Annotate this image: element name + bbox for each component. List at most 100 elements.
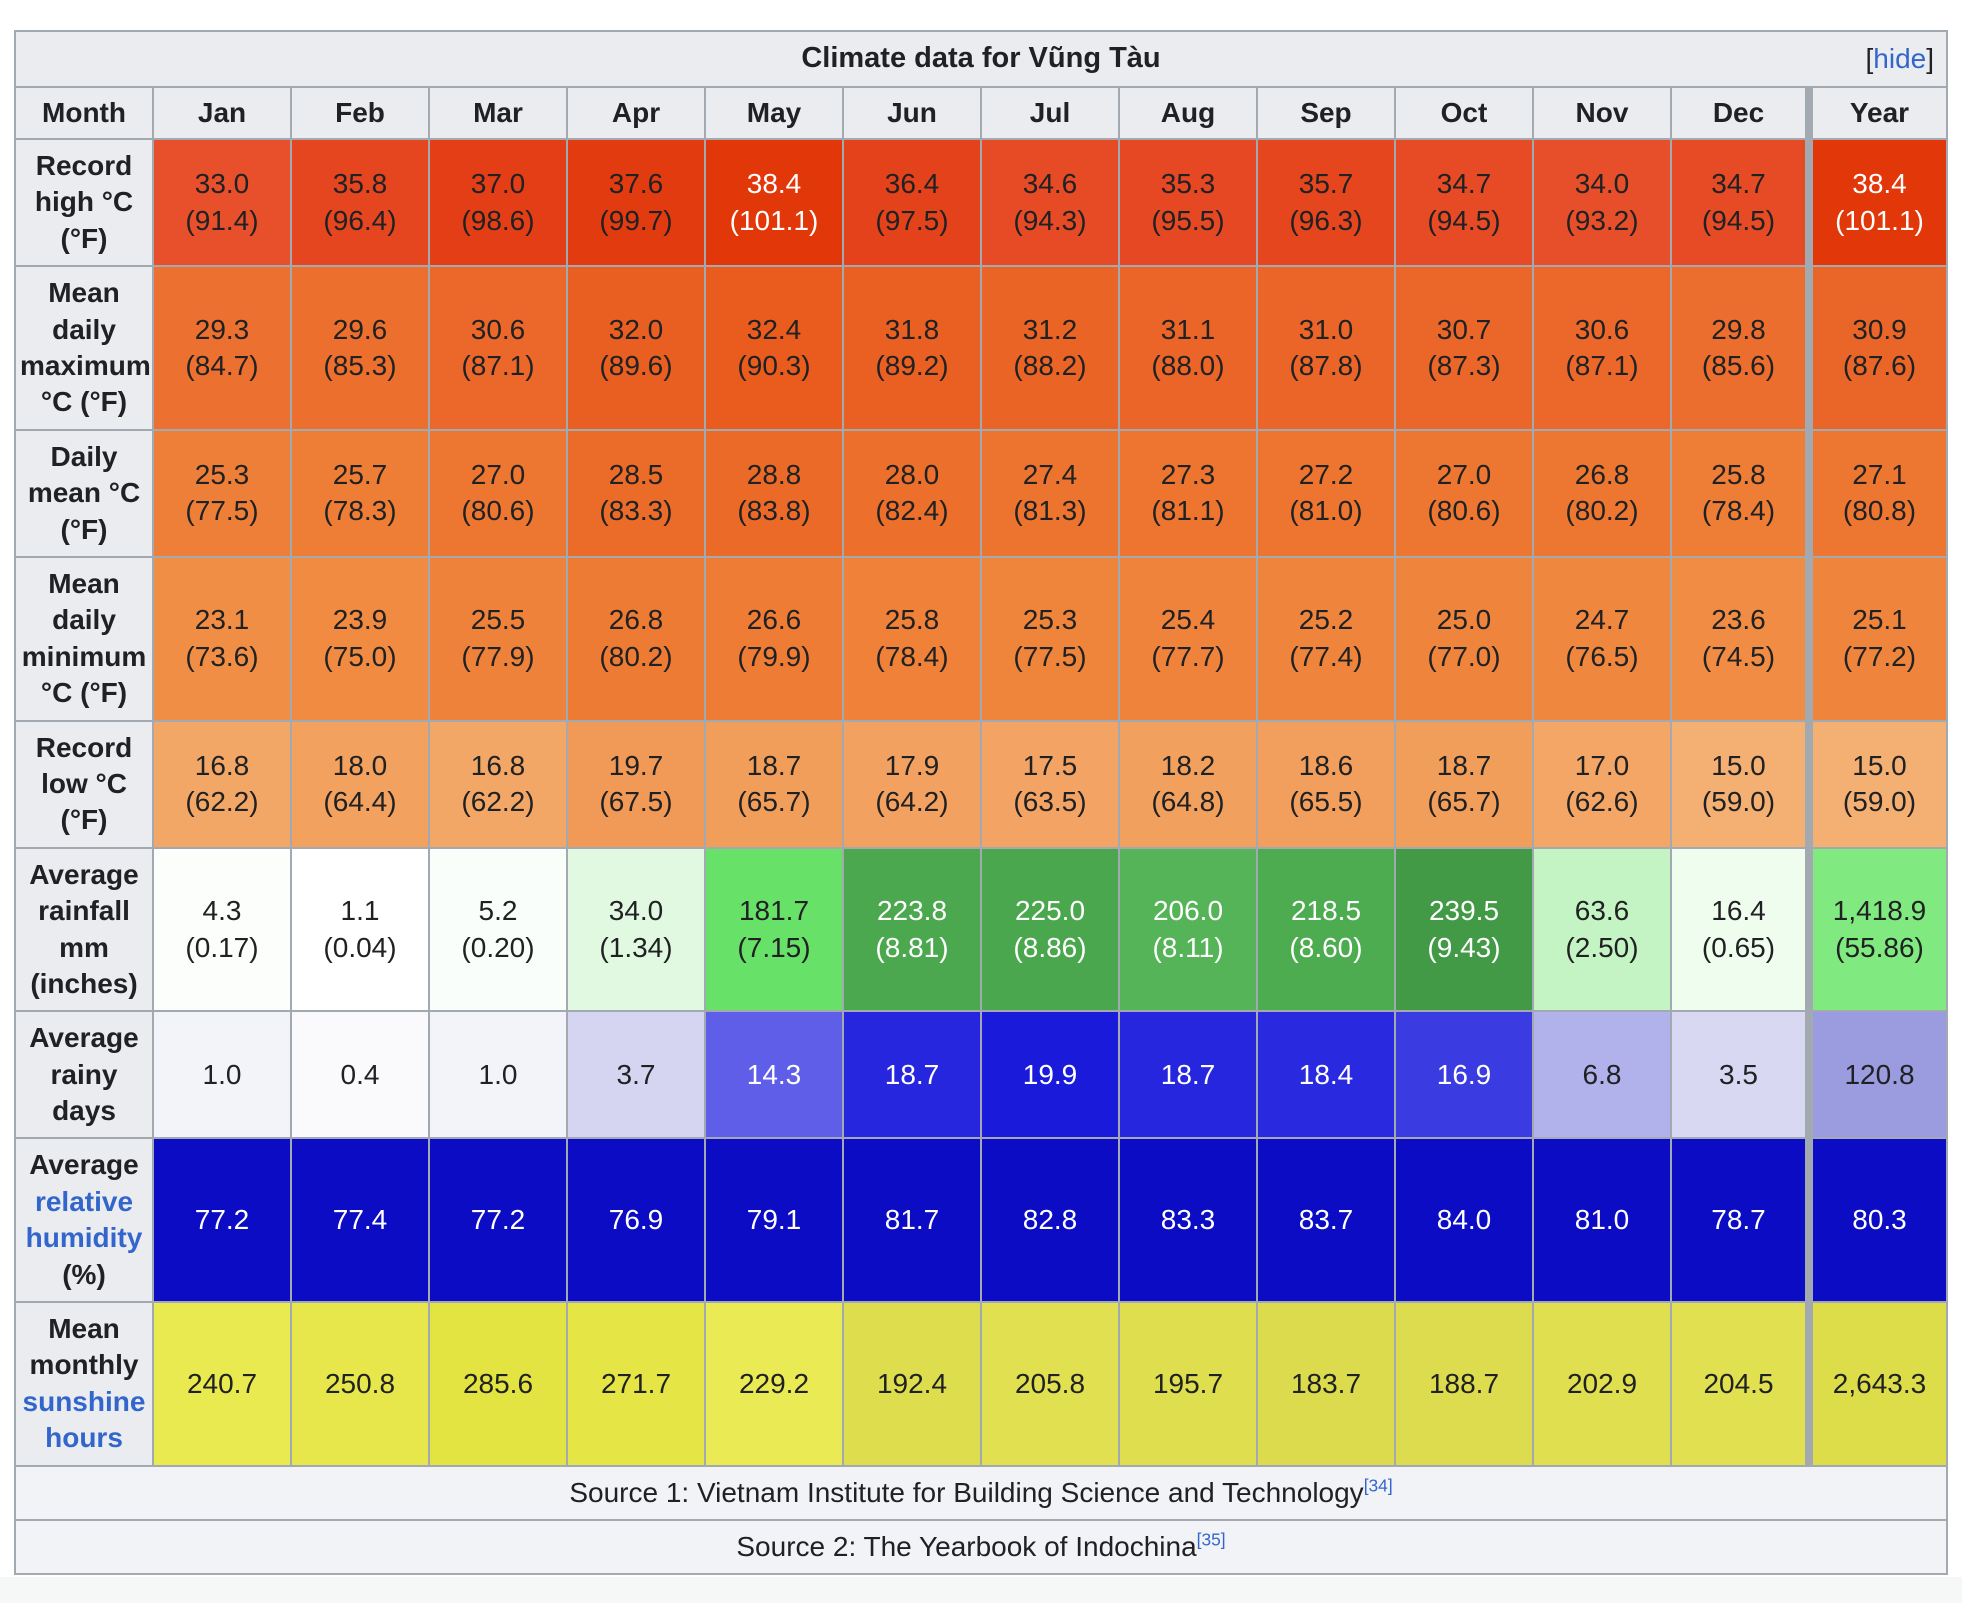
cell-record-low-sep: 18.6 (65.5)	[1256, 719, 1396, 849]
cell-mean-daily-minimum-jan: 23.1 (73.6)	[152, 555, 292, 722]
cell-mean-daily-maximum-aug: 31.1 (88.0)	[1118, 265, 1258, 431]
col-header-jul: Jul	[980, 85, 1120, 141]
hide-link[interactable]: hide	[1873, 42, 1927, 74]
row-label-mean-daily-maximum: Mean daily maximum °C (°F)	[14, 265, 154, 431]
col-header-feb: Feb	[290, 85, 430, 141]
cell-mean-daily-maximum-apr: 32.0 (89.6)	[566, 265, 706, 431]
cell-mean-daily-minimum-feb: 23.9 (75.0)	[290, 555, 430, 722]
cell-mean-daily-maximum-oct: 30.7 (87.3)	[1394, 265, 1534, 431]
source-2-text: Source 2: The Yearbook of Indochina	[736, 1530, 1197, 1562]
row-label-record-high: Record high °C (°F)	[14, 138, 154, 268]
cell-record-low-year: 15.0 (59.0)	[1805, 719, 1948, 849]
cell-average-rainfall-may: 181.7 (7.15)	[704, 846, 844, 1013]
cell-mean-daily-minimum-may: 26.6 (79.9)	[704, 555, 844, 722]
cell-record-high-oct: 34.7 (94.5)	[1394, 138, 1534, 268]
link-relative-humidity[interactable]: relative humidity	[25, 1185, 143, 1254]
cell-mean-daily-minimum-nov: 24.7 (76.5)	[1532, 555, 1672, 722]
cell-average-rainy-days-apr: 3.7	[566, 1010, 706, 1140]
row-label-mean-daily-minimum: Mean daily minimum °C (°F)	[14, 555, 154, 722]
cell-mean-daily-minimum-sep: 25.2 (77.4)	[1256, 555, 1396, 722]
cell-daily-mean-nov: 26.8 (80.2)	[1532, 428, 1672, 558]
col-header-may: May	[704, 85, 844, 141]
cell-average-rainy-days-oct: 16.9	[1394, 1010, 1534, 1140]
source-1-cell: Source 1: Vietnam Institute for Building…	[14, 1464, 1948, 1521]
col-header-nov: Nov	[1532, 85, 1672, 141]
cell-average-relative-humidity-aug: 83.3	[1118, 1137, 1258, 1304]
cell-average-relative-humidity-dec: 78.7	[1670, 1137, 1810, 1304]
cell-mean-daily-maximum-jan: 29.3 (84.7)	[152, 265, 292, 431]
cell-average-rainy-days-mar: 1.0	[428, 1010, 568, 1140]
row-record-low: Record low °C (°F) 16.8 (62.2) 18.0 (64.4) 16…	[14, 719, 1948, 849]
ref-34-link[interactable]: [34]	[1363, 1475, 1393, 1496]
cell-mean-daily-maximum-nov: 30.6 (87.1)	[1532, 265, 1672, 431]
cell-average-rainy-days-jan: 1.0	[152, 1010, 292, 1140]
cell-mean-daily-maximum-feb: 29.6 (85.3)	[290, 265, 430, 431]
cell-record-high-apr: 37.6 (99.7)	[566, 138, 706, 268]
col-header-oct: Oct	[1394, 85, 1534, 141]
cell-record-low-may: 18.7 (65.7)	[704, 719, 844, 849]
table-title: Climate data for Vũng Tàu	[801, 42, 1161, 74]
cell-record-high-dec: 34.7 (94.5)	[1670, 138, 1810, 268]
cell-average-relative-humidity-jun: 81.7	[842, 1137, 982, 1304]
col-header-dec: Dec	[1670, 85, 1810, 141]
cell-average-rainfall-dec: 16.4 (0.65)	[1670, 846, 1810, 1013]
cell-daily-mean-feb: 25.7 (78.3)	[290, 428, 430, 558]
cell-mean-daily-minimum-dec: 23.6 (74.5)	[1670, 555, 1810, 722]
cell-daily-mean-mar: 27.0 (80.6)	[428, 428, 568, 558]
cell-average-rainfall-jun: 223.8 (8.81)	[842, 846, 982, 1013]
row-average-relative-humidity: Average relative humidity (%) 77.2 77.4 77.…	[14, 1137, 1948, 1304]
row-label-daily-mean: Daily mean °C (°F)	[14, 428, 154, 558]
cell-daily-mean-jan: 25.3 (77.5)	[152, 428, 292, 558]
cell-mean-monthly-sunshine-hours-dec: 204.5	[1670, 1301, 1810, 1467]
cell-average-rainfall-feb: 1.1 (0.04)	[290, 846, 430, 1013]
cell-record-low-dec: 15.0 (59.0)	[1670, 719, 1810, 849]
cell-daily-mean-dec: 25.8 (78.4)	[1670, 428, 1810, 558]
row-mean-daily-maximum: Mean daily maximum °C (°F) 29.3 (84.7) 29.6…	[14, 265, 1948, 431]
col-header-sep: Sep	[1256, 85, 1396, 141]
cell-daily-mean-oct: 27.0 (80.6)	[1394, 428, 1534, 558]
row-mean-daily-minimum: Mean daily minimum °C (°F) 23.1 (73.6) 23.9…	[14, 555, 1948, 722]
link-sunshine-hours[interactable]: sunshine hours	[22, 1385, 146, 1454]
cell-average-relative-humidity-sep: 83.7	[1256, 1137, 1396, 1304]
cell-average-rainfall-mar: 5.2 (0.20)	[428, 846, 568, 1013]
cell-average-relative-humidity-mar: 77.2	[428, 1137, 568, 1304]
cell-record-high-mar: 37.0 (98.6)	[428, 138, 568, 268]
cell-daily-mean-jul: 27.4 (81.3)	[980, 428, 1120, 558]
row-label-average-rainy-days: Average rainy days	[14, 1010, 154, 1140]
cell-mean-monthly-sunshine-hours-sep: 183.7	[1256, 1301, 1396, 1467]
cell-mean-daily-minimum-jul: 25.3 (77.5)	[980, 555, 1120, 722]
cell-record-high-may: 38.4 (101.1)	[704, 138, 844, 268]
cell-record-low-feb: 18.0 (64.4)	[290, 719, 430, 849]
cell-mean-monthly-sunshine-hours-jul: 205.8	[980, 1301, 1120, 1467]
cell-mean-daily-maximum-may: 32.4 (90.3)	[704, 265, 844, 431]
cell-mean-monthly-sunshine-hours-mar: 285.6	[428, 1301, 568, 1467]
cell-mean-monthly-sunshine-hours-feb: 250.8	[290, 1301, 430, 1467]
cell-average-relative-humidity-nov: 81.0	[1532, 1137, 1672, 1304]
cell-mean-daily-maximum-year: 30.9 (87.6)	[1805, 265, 1948, 431]
cell-mean-monthly-sunshine-hours-apr: 271.7	[566, 1301, 706, 1467]
cell-mean-monthly-sunshine-hours-aug: 195.7	[1118, 1301, 1258, 1467]
cell-mean-daily-minimum-year: 25.1 (77.2)	[1805, 555, 1948, 722]
cell-average-rainy-days-year: 120.8	[1805, 1010, 1948, 1140]
ref-35-link[interactable]: [35]	[1196, 1529, 1226, 1550]
cell-average-rainy-days-feb: 0.4	[290, 1010, 430, 1140]
cell-record-high-aug: 35.3 (95.5)	[1118, 138, 1258, 268]
cell-record-low-apr: 19.7 (67.5)	[566, 719, 706, 849]
cell-daily-mean-apr: 28.5 (83.3)	[566, 428, 706, 558]
row-average-rainfall: Average rainfall mm (inches) 4.3 (0.17) 1.1…	[14, 846, 1948, 1013]
cell-mean-daily-minimum-apr: 26.8 (80.2)	[566, 555, 706, 722]
cell-record-high-sep: 35.7 (96.3)	[1256, 138, 1396, 268]
cell-average-rainfall-oct: 239.5 (9.43)	[1394, 846, 1534, 1013]
cell-record-low-jun: 17.9 (64.2)	[842, 719, 982, 849]
cell-average-relative-humidity-jan: 77.2	[152, 1137, 292, 1304]
cell-average-rainfall-apr: 34.0 (1.34)	[566, 846, 706, 1013]
row-label-mean-monthly-sunshine-hours: Mean monthly sunshine hours	[14, 1301, 154, 1467]
cell-record-high-jun: 36.4 (97.5)	[842, 138, 982, 268]
cell-mean-daily-minimum-jun: 25.8 (78.4)	[842, 555, 982, 722]
cell-record-high-jan: 33.0 (91.4)	[152, 138, 292, 268]
cell-average-rainy-days-jun: 18.7	[842, 1010, 982, 1140]
cell-record-low-oct: 18.7 (65.7)	[1394, 719, 1534, 849]
cell-average-rainy-days-dec: 3.5	[1670, 1010, 1810, 1140]
col-header-jan: Jan	[152, 85, 292, 141]
